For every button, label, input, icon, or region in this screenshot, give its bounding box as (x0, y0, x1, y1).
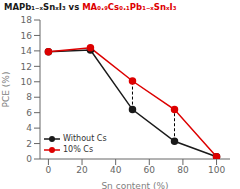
svg-text:2: 2 (26, 139, 32, 149)
svg-text:Sn content (%): Sn content (%) (101, 181, 168, 189)
svg-text:40: 40 (110, 165, 122, 175)
html-text:Without Cs: Without Cs (63, 134, 107, 143)
svg-text:60: 60 (144, 165, 156, 175)
svg-text:16: 16 (21, 31, 33, 41)
html-text:10% Cs: 10% Cs (63, 145, 94, 154)
svg-text:8: 8 (26, 92, 32, 102)
svg-text:18: 18 (21, 15, 33, 25)
svg-text:80: 80 (177, 165, 189, 175)
svg-text:6: 6 (26, 108, 32, 118)
svg-text:100: 100 (208, 165, 225, 175)
svg-text:20: 20 (76, 165, 88, 175)
html-text:MAPb₁₋ₓSnₓI₃ vs MA₀.₉Cs₀.₁Pb₁₋: MAPb₁₋ₓSnₓI₃ vs MA₀.₉Cs₀.₁Pb₁₋ₓSnₓI₃ (4, 2, 177, 12)
svg-text:10: 10 (21, 77, 33, 87)
svg-text:14: 14 (21, 46, 33, 56)
svg-text:0: 0 (46, 165, 52, 175)
svg-text:12: 12 (21, 62, 32, 72)
svg-text:PCE (%): PCE (%) (8, 72, 11, 108)
svg-text:4: 4 (26, 123, 32, 133)
svg-text:0: 0 (26, 154, 32, 164)
